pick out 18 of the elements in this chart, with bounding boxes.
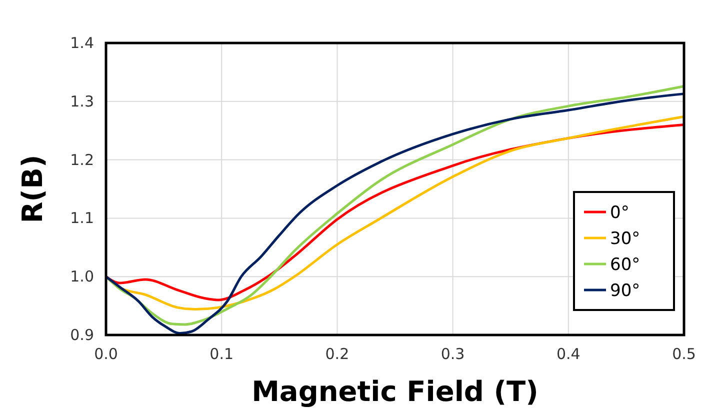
x-tick-label: 0.2 [325, 345, 350, 363]
x-tick-label: 0.1 [210, 345, 234, 363]
x-axis-title: Magnetic Field (T) [252, 375, 538, 408]
y-tick-label: 1.4 [70, 34, 94, 52]
legend-label: 30° [610, 229, 640, 249]
x-tick-label: 0.4 [556, 345, 580, 363]
y-tick-label: 1.2 [70, 150, 94, 169]
legend-label: 0° [610, 203, 630, 223]
y-tick-label: 1.3 [70, 92, 94, 110]
x-tick-label: 0.0 [94, 345, 118, 363]
y-tick-label: 1.1 [70, 209, 94, 228]
x-tick-label: 0.3 [440, 345, 465, 363]
y-tick-label: 0.9 [70, 326, 94, 344]
y-tick-label: 1.0 [70, 268, 94, 286]
x-tick-label: 0.5 [672, 345, 696, 363]
y-axis-title: R(B) [16, 154, 49, 224]
legend-label: 90° [610, 281, 640, 301]
legend-label: 60° [610, 255, 640, 275]
